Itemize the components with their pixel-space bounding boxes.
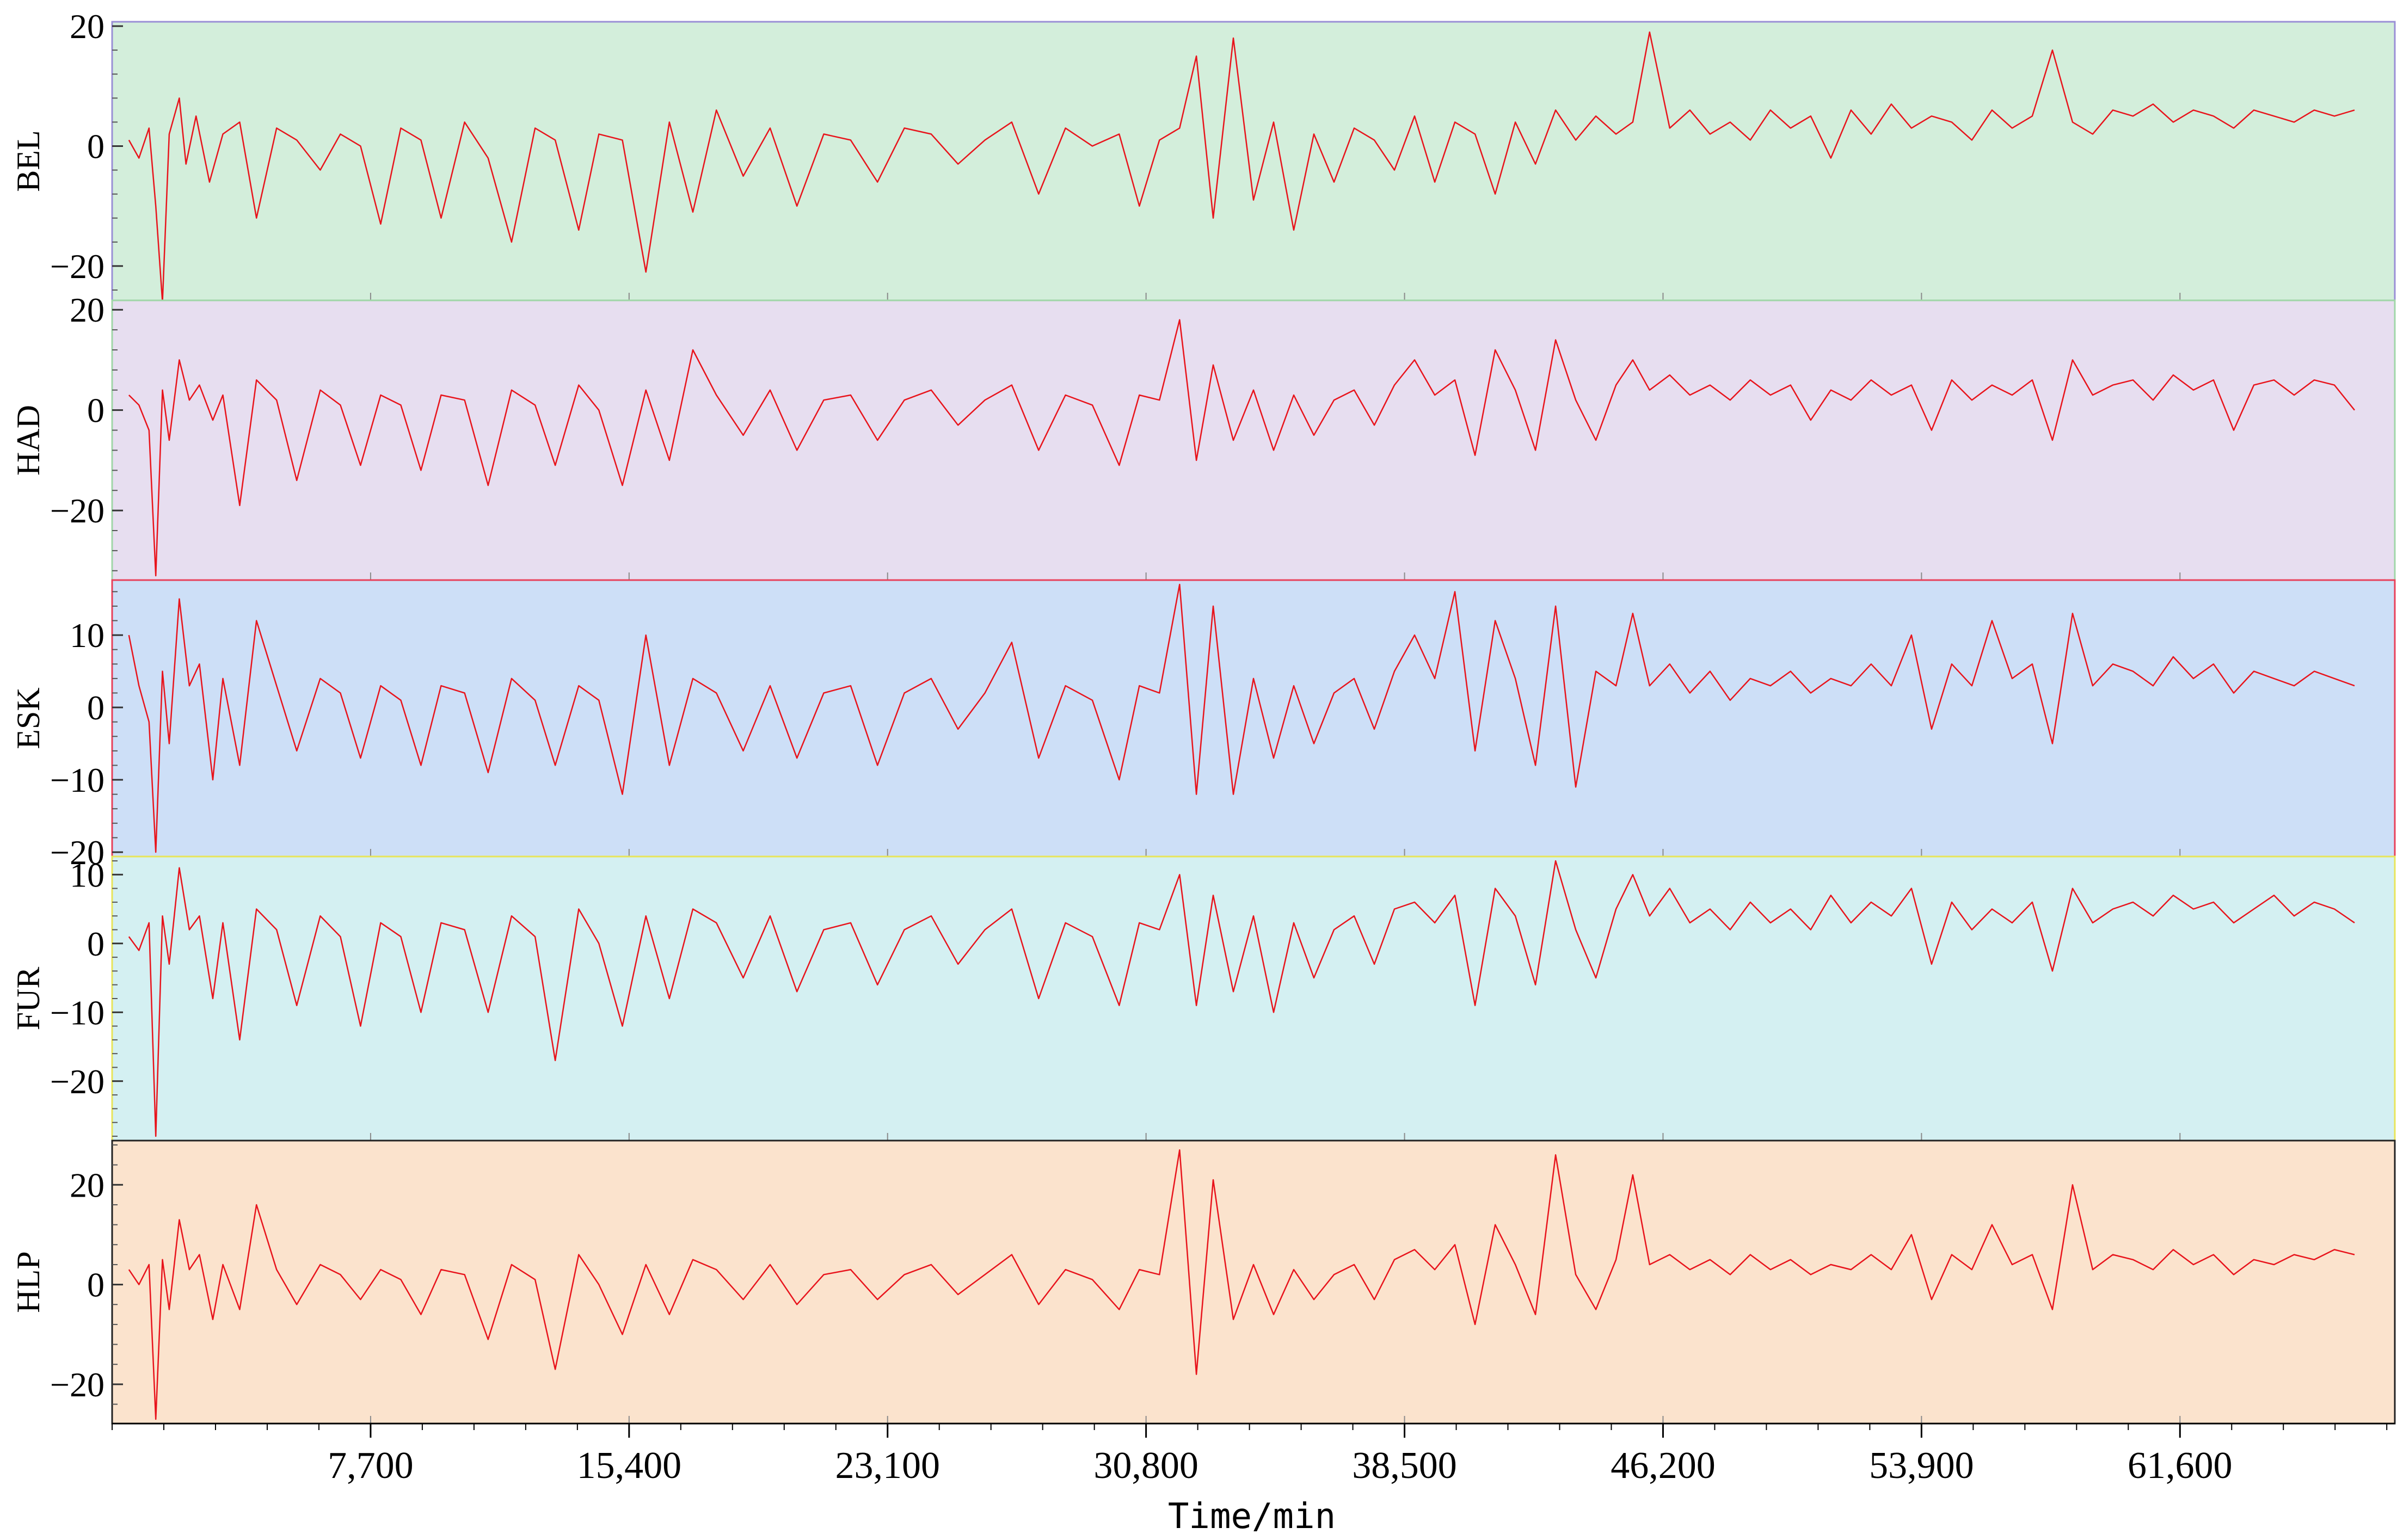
panel-background-fur bbox=[112, 857, 2395, 1141]
y-tick-label-fur: 0 bbox=[87, 925, 105, 963]
x-tick-label: 15,400 bbox=[577, 1445, 682, 1487]
panel-had: −20 0 20 HAD bbox=[10, 291, 2396, 581]
panel-background-had bbox=[112, 300, 2395, 580]
y-tick-label-fur: −10 bbox=[50, 993, 105, 1032]
y-tick-label-had: 20 bbox=[70, 291, 105, 329]
x-tick-label: 7,700 bbox=[328, 1445, 414, 1487]
x-axis-title: Time/min bbox=[1168, 1496, 1336, 1537]
panel-hlp: −20 0 20 HLP bbox=[10, 1139, 2396, 1425]
x-tick-label: 23,100 bbox=[835, 1445, 940, 1487]
y-tick-label-bel: 0 bbox=[87, 127, 105, 165]
series-line-fur bbox=[128, 860, 2355, 1137]
y-tick-label-bel: 20 bbox=[70, 7, 105, 46]
panel-label-bel: BEL bbox=[10, 130, 46, 192]
panel-background-esk bbox=[112, 580, 2395, 857]
y-tick-label-esk: −10 bbox=[50, 761, 105, 799]
x-tick-label: 38,500 bbox=[1352, 1445, 1457, 1487]
chart-panels: −20020BEL−20020HAD−20−10010ESK−20−10010F… bbox=[10, 7, 2396, 1425]
x-tick-label: 30,800 bbox=[1093, 1445, 1198, 1487]
panel-label-hlp: HLP bbox=[10, 1251, 46, 1313]
panel-label-fur: FUR bbox=[10, 967, 46, 1031]
y-tick-label-bel: −20 bbox=[50, 247, 105, 286]
x-tick-label: 61,600 bbox=[2128, 1445, 2233, 1487]
series-line-esk bbox=[128, 583, 2355, 853]
y-tick-label-esk: −20 bbox=[50, 833, 105, 872]
y-tick-label-esk: 0 bbox=[87, 688, 105, 727]
panel-label-esk: ESK bbox=[10, 687, 46, 749]
y-tick-label-hlp: 0 bbox=[87, 1266, 105, 1304]
y-tick-label-had: 0 bbox=[87, 391, 105, 430]
x-tick-label: 53,900 bbox=[1869, 1445, 1974, 1487]
y-tick-label-fur: 10 bbox=[70, 855, 105, 894]
panel-bel: −20 0 20 BEL bbox=[10, 7, 2396, 303]
y-tick-label-hlp: −20 bbox=[50, 1365, 105, 1404]
series-line-bel bbox=[128, 31, 2355, 303]
panel-fur: −20 −10 0 10 FUR bbox=[10, 855, 2396, 1142]
x-axis: 7,700 15,400 23,100 30,800 38,500 46,200 53,90… bbox=[112, 1422, 2395, 1487]
panel-background-bel bbox=[112, 22, 2395, 300]
y-tick-label-had: −20 bbox=[50, 491, 105, 530]
panel-label-had: HAD bbox=[10, 405, 46, 476]
series-line-had bbox=[128, 319, 2355, 577]
y-tick-label-fur: −20 bbox=[50, 1062, 105, 1101]
y-tick-label-hlp: 20 bbox=[70, 1166, 105, 1204]
x-tick-label: 46,200 bbox=[1611, 1445, 1716, 1487]
panel-esk: −20 −10 0 10 ESK bbox=[10, 579, 2396, 872]
panel-background-hlp bbox=[112, 1141, 2395, 1424]
series-line-hlp bbox=[128, 1149, 2355, 1420]
y-tick-label-esk: 10 bbox=[70, 616, 105, 655]
